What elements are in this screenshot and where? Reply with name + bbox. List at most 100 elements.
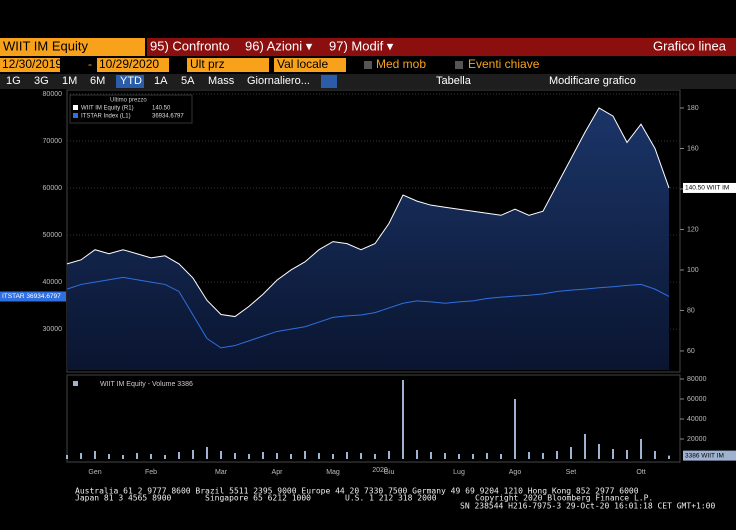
- bar: [136, 453, 138, 459]
- bar: [388, 451, 390, 459]
- bar: [360, 453, 362, 459]
- footer: Australia 61 2 9777 8600 Brazil 5511 239…: [75, 487, 639, 496]
- checkbox[interactable]: [364, 61, 372, 69]
- option[interactable]: Eventi chiave: [468, 57, 540, 71]
- y-tick-label: 80000: [43, 91, 63, 98]
- volume-frame: [66, 374, 681, 463]
- bar: [80, 453, 82, 459]
- y2-tick-label: 180: [687, 105, 699, 112]
- end-date[interactable]: 10/29/2020: [99, 57, 159, 71]
- currency[interactable]: Val locale: [277, 57, 328, 71]
- year-label: 2020: [372, 467, 388, 474]
- bar: [528, 452, 530, 459]
- bar: [94, 451, 96, 459]
- bar: [108, 454, 110, 459]
- footer: Singapore 65 6212 1000: [205, 494, 311, 503]
- bar: [668, 455, 670, 459]
- button[interactable]: 97) Modif ▾: [329, 38, 394, 53]
- bar: [234, 453, 236, 459]
- start-date[interactable]: 12/30/2019: [2, 57, 62, 71]
- bar: [598, 444, 600, 459]
- bar: [374, 454, 376, 459]
- table-button[interactable]: Tabella: [436, 75, 472, 87]
- y-tick-label: 30000: [43, 326, 63, 333]
- period[interactable]: YTD: [120, 75, 142, 87]
- legend-title: Ultimo prezzo: [110, 98, 147, 104]
- button[interactable]: 96) Azioni ▾: [245, 38, 313, 53]
- option[interactable]: Med mob: [376, 57, 426, 71]
- bar: [290, 454, 292, 459]
- bar: [444, 453, 446, 459]
- legend-label: ITSTAR Index (L1): [81, 114, 131, 120]
- bar: [556, 451, 558, 459]
- frequency[interactable]: Giornaliero...: [247, 75, 310, 87]
- last-tag-label: 3386 WIIT IM: [685, 452, 724, 459]
- last-tag: [683, 450, 736, 461]
- y-tick-label: 40000: [687, 416, 707, 423]
- date-box[interactable]: [97, 58, 169, 72]
- y2-tick-label: 100: [687, 267, 699, 274]
- period[interactable]: Mass: [208, 75, 235, 87]
- chart-type: Grafico linea: [653, 38, 727, 53]
- menu-bar: [147, 38, 736, 56]
- x-tick-label: Feb: [145, 469, 157, 476]
- bar: [346, 452, 348, 459]
- security[interactable]: WIIT IM Equity: [3, 38, 88, 53]
- footer: U.S. 1 212 318 2000: [345, 494, 437, 503]
- date-box[interactable]: [0, 58, 60, 72]
- bar: [514, 399, 516, 459]
- x-tick-label: Mag: [326, 469, 340, 476]
- currency-box[interactable]: [274, 58, 346, 72]
- price-field[interactable]: Ult prz: [190, 57, 225, 71]
- y-tick-label: 50000: [43, 232, 63, 239]
- period[interactable]: 5A: [181, 75, 195, 87]
- y2-tick-label: 120: [687, 226, 699, 233]
- bar: [122, 455, 124, 459]
- bar: [472, 454, 474, 459]
- legend: [69, 94, 193, 124]
- edit-button[interactable]: Modificare grafico: [549, 75, 636, 87]
- bar: [486, 453, 488, 459]
- x-tick-label: Ott: [636, 469, 645, 476]
- bar: [276, 453, 278, 459]
- line-icon[interactable]: [321, 75, 337, 88]
- bar: [332, 454, 334, 459]
- period[interactable]: 1G: [6, 75, 21, 87]
- x-tick-label: Mar: [215, 469, 228, 476]
- period[interactable]: 1M: [62, 75, 77, 87]
- x-tick-label: Gen: [88, 469, 101, 476]
- last-tag-label: 140.50 WIIT IM: [685, 185, 729, 192]
- bar: [416, 450, 418, 459]
- separator: -: [88, 57, 92, 71]
- checkbox[interactable]: [455, 61, 463, 69]
- bar: [220, 451, 222, 459]
- line: [66, 107, 670, 318]
- period[interactable]: 3G: [34, 75, 49, 87]
- footer: Copyright 2020 Bloomberg Finance L.P.: [475, 494, 653, 503]
- security-box[interactable]: [0, 38, 145, 56]
- x-tick-label: Lug: [453, 469, 465, 476]
- last-tag-label: ITSTAR 36934.6797: [2, 293, 61, 300]
- y-tick-label: 40000: [43, 279, 63, 286]
- bar: [570, 447, 572, 459]
- legend-value: 140.50: [152, 106, 171, 112]
- bar: [192, 450, 194, 459]
- period[interactable]: 6M: [90, 75, 105, 87]
- field-box[interactable]: [187, 58, 269, 72]
- bar: [584, 434, 586, 459]
- y-tick-label: 60000: [43, 185, 63, 192]
- period[interactable]: 1A: [154, 75, 168, 87]
- volume-legend: WIIT IM Equity - Volume 3386: [100, 381, 193, 388]
- bar: [402, 380, 404, 459]
- bar: [430, 452, 432, 459]
- button[interactable]: 95) Confronto: [150, 38, 230, 53]
- x-tick-label: Apr: [272, 469, 284, 476]
- bar: [66, 455, 68, 459]
- bar: [248, 454, 250, 459]
- footer: SN 238544 H216-7975-3 29-Oct-20 16:01:18…: [460, 502, 715, 511]
- bar: [542, 453, 544, 459]
- bar: [500, 454, 502, 459]
- last-tag: [0, 291, 66, 302]
- y2-tick-label: 60: [687, 348, 695, 355]
